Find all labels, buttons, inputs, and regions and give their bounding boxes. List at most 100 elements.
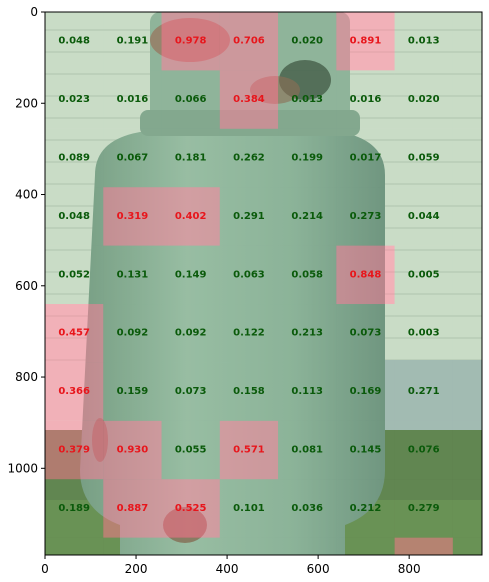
heatmap-value-label: 0.092 [117,328,149,339]
x-axis: 0 200 400 600 800 [41,555,421,576]
heatmap-cell [219,128,279,188]
heatmap-cell [278,479,337,538]
heatmap-cell [219,537,279,555]
heatmap-value-label: 0.191 [117,36,149,47]
heatmap-cell [452,70,482,129]
heatmap-cell [161,304,220,363]
heatmap-value-label: 0.131 [117,269,149,280]
heatmap-cell [103,187,162,246]
heatmap-cell [394,479,453,538]
heatmap-cell [336,245,395,305]
heatmap-value-label: 0.076 [408,445,440,456]
heatmap-cell [161,362,220,421]
heatmap-value-label: 0.063 [233,269,265,280]
heatmap-cell [394,128,453,188]
heatmap-cell [452,362,482,421]
heatmap-value-label: 0.887 [117,503,149,514]
heatmap-cells [45,12,482,555]
heatmap-cell [278,245,337,305]
y-axis: 0 200 400 600 800 1000 [7,5,45,475]
heatmap-value-label: 0.273 [350,211,382,222]
heatmap-value-label: 0.059 [408,153,440,164]
heatmap-value-label: 0.013 [408,36,440,47]
heatmap-cell [336,70,395,129]
heatmap-value-label: 0.193 [58,561,90,572]
heatmap-value-label: 0.213 [291,328,323,339]
heatmap-value-label: 0.402 [175,211,207,222]
y-tick-label: 0 [30,5,38,19]
heatmap-cell [336,537,395,555]
heatmap-value-label: 0.159 [117,386,149,397]
heatmap-value-label: 0.101 [233,503,265,514]
heatmap-cell [278,128,337,188]
heatmap-value-label: 0.052 [58,269,90,280]
heatmap-cell [103,479,162,538]
heatmap-cell [219,245,279,305]
heatmap-value-label: 0.020 [291,36,323,47]
heatmap-cell [103,537,162,555]
heatmap-value-label: 0.016 [117,94,149,105]
heatmap-value-label: 0.212 [350,503,382,514]
heatmap-value-label: 0.149 [175,269,207,280]
heatmap-value-label: 0.384 [233,94,265,105]
heatmap-value-label: 0.073 [350,328,382,339]
heatmap-value-label: 0.055 [175,445,207,456]
heatmap-value-label: 0.457 [58,328,90,339]
heatmap-cell [45,479,104,538]
heatmap-cell [394,304,453,363]
heatmap-cell [452,420,482,480]
heatmap-value-label: 0.169 [350,386,382,397]
heatmap-value-label: 0.181 [175,561,207,572]
heatmap-cell [45,362,104,421]
heatmap-value-label: 0.189 [58,503,90,514]
heatmap-cell [45,128,104,188]
heatmap-cell [278,70,337,129]
heatmap-value-label: 0.199 [291,153,323,164]
heatmap-cell [161,537,220,555]
heatmap-value-label: 0.048 [58,36,90,47]
heatmap-cell [219,187,279,246]
heatmap-cell [219,362,279,421]
heatmap-value-label: 0.291 [233,211,265,222]
heatmap-value-label: 0.020 [408,94,440,105]
heatmap-cell [278,420,337,480]
heatmap-cell [161,70,220,129]
y-tick-label: 600 [15,279,38,293]
heatmap-cell [161,245,220,305]
heatmap-cell [45,304,104,363]
heatmap-cell [394,362,453,421]
heatmap-value-label: 0.122 [233,328,265,339]
heatmap-cell [452,304,482,363]
heatmap-value-label: 0.044 [408,211,440,222]
heatmap-value-label: 0.366 [58,386,90,397]
heatmap-value-label: 0.279 [408,503,440,514]
heatmap-value-label: 0.017 [350,153,382,164]
heatmap-cell [161,479,220,538]
heatmap-cell [161,12,220,71]
heatmap-cell [452,12,482,71]
heatmap-value-label: 0.525 [175,503,207,514]
heatmap-value-label: 0.379 [58,445,90,456]
heatmap-cell [394,12,453,71]
heatmap-cell [336,362,395,421]
heatmap-cell [278,12,337,71]
heatmap-cell [278,537,337,555]
heatmap-value-label: 0.092 [175,328,207,339]
heatmap-cell [45,420,104,480]
y-tick-label: 400 [15,188,38,202]
heatmap-cell [394,187,453,246]
heatmap-value-label: 0.158 [233,386,265,397]
heatmap-value-label: 0.848 [350,269,382,280]
y-tick-label: 200 [15,96,38,110]
heatmap-value-label: 0.003 [408,328,440,339]
heatmap-cell [219,12,279,71]
heatmap-value-label: 0.036 [291,503,323,514]
heatmap-cell [161,420,220,480]
heatmap-cell [103,304,162,363]
heatmap-value-label: 0.023 [58,94,90,105]
heatmap-value-label: 0.181 [175,153,207,164]
heatmap-value-label: 0.262 [233,153,265,164]
heatmap-cell [161,128,220,188]
heatmap-value-label: 0.706 [233,36,265,47]
heatmap-cell [103,420,162,480]
